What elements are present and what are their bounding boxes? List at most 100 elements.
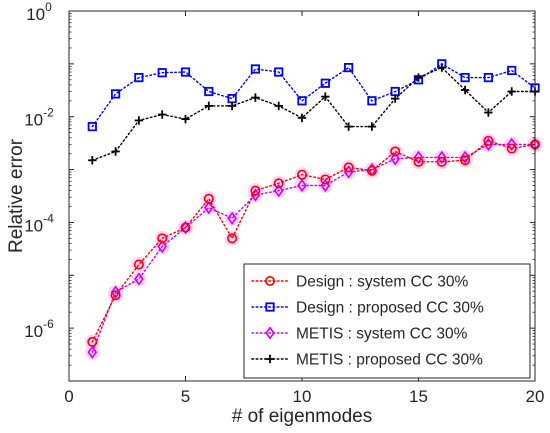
data-point [87, 345, 98, 359]
data-point [157, 68, 167, 78]
data-point [506, 137, 517, 152]
data-point [297, 178, 307, 193]
data-point [507, 87, 516, 96]
highlight-dot [224, 230, 240, 246]
data-point [413, 156, 424, 167]
data-point [134, 116, 144, 125]
legend-entry: Design : proposed CC 30% [251, 300, 484, 317]
x-axis-label: # of eigenmodes [232, 406, 373, 427]
data-point [134, 272, 144, 286]
series-1 [87, 59, 540, 132]
data-point [484, 108, 493, 117]
highlight-dot [387, 151, 403, 167]
data-point [321, 92, 330, 101]
data-point [483, 137, 494, 152]
data-point [460, 155, 471, 166]
data-point [227, 233, 238, 244]
data-point [203, 201, 214, 215]
data-point [133, 259, 144, 270]
data-point [436, 150, 447, 165]
data-point [134, 72, 144, 83]
legend-marker [264, 275, 275, 286]
data-point [460, 85, 470, 95]
data-point [88, 156, 97, 165]
data-point [110, 290, 121, 301]
data-point [344, 122, 353, 131]
legend-marker [265, 354, 275, 364]
x-tick-label: 10 [293, 387, 312, 406]
data-point [460, 150, 470, 165]
y-tick-label: 100 [26, 0, 52, 24]
legend-marker [265, 302, 275, 312]
data-point [157, 233, 168, 244]
legend-label: METIS : system CC 30% [296, 326, 468, 343]
legend-box [243, 263, 531, 379]
data-point [460, 72, 470, 83]
data-point [343, 162, 354, 173]
data-point [320, 78, 330, 88]
data-point [273, 178, 284, 189]
data-point [111, 89, 121, 99]
data-point [483, 72, 494, 83]
series-0 [87, 135, 540, 347]
legend-label: Design : proposed CC 30% [296, 300, 484, 317]
legend-label: Design : system CC 30% [296, 274, 468, 291]
y-tick-label: 10-4 [24, 211, 54, 235]
data-point [250, 64, 260, 74]
y-tick-label: 10-6 [24, 317, 54, 341]
data-point [204, 86, 214, 97]
data-point [391, 94, 400, 103]
data-point [297, 113, 307, 123]
x-tick-label: 5 [181, 387, 190, 406]
y-axis-label: Relative error [6, 138, 27, 253]
data-point [227, 211, 237, 225]
data-point [343, 62, 354, 73]
data-point [297, 96, 307, 106]
data-point [296, 169, 307, 180]
data-point [413, 150, 424, 165]
data-point [367, 96, 377, 106]
data-point [158, 110, 167, 119]
data-point [273, 183, 284, 198]
data-point [506, 143, 517, 154]
data-point [110, 285, 121, 299]
data-point [157, 239, 168, 254]
y-tick-label: 10-2 [24, 106, 54, 130]
data-point [87, 122, 97, 132]
data-point [180, 220, 191, 235]
x-tick-label: 0 [64, 387, 73, 406]
data-point [203, 193, 214, 204]
data-point [367, 122, 377, 131]
highlight-dot [131, 271, 147, 287]
data-point [204, 101, 213, 111]
data-point [87, 336, 98, 347]
data-point [227, 101, 237, 111]
data-point [390, 146, 401, 157]
data-point [274, 101, 283, 111]
x-tick-label: 15 [409, 387, 428, 406]
data-point [437, 63, 446, 72]
data-point [274, 67, 284, 77]
data-point [250, 185, 261, 196]
data-point [390, 152, 401, 166]
data-point [320, 174, 331, 185]
x-tick-label: 20 [526, 387, 545, 406]
data-point [507, 65, 517, 76]
data-point [180, 67, 191, 77]
data-point [251, 93, 260, 102]
legend: Design : system CC 30% Design : proposed … [243, 263, 531, 379]
tick-layer: 0 5 10 15 20 10-6 10-4 10-2 100 [24, 0, 544, 406]
legend-label: METIS : proposed CC 30% [296, 352, 483, 369]
data-point [483, 135, 494, 146]
legend-entry: METIS : proposed CC 30% [251, 352, 483, 369]
data-point [436, 156, 447, 167]
legend-marker [265, 326, 275, 340]
legend-entry: Design : system CC 30% [251, 274, 468, 291]
data-point [181, 114, 190, 124]
data-point [366, 165, 377, 176]
data-point [111, 147, 120, 156]
data-point [414, 73, 423, 82]
data-point [180, 222, 191, 233]
legend-entry: METIS : system CC 30% [251, 326, 468, 343]
